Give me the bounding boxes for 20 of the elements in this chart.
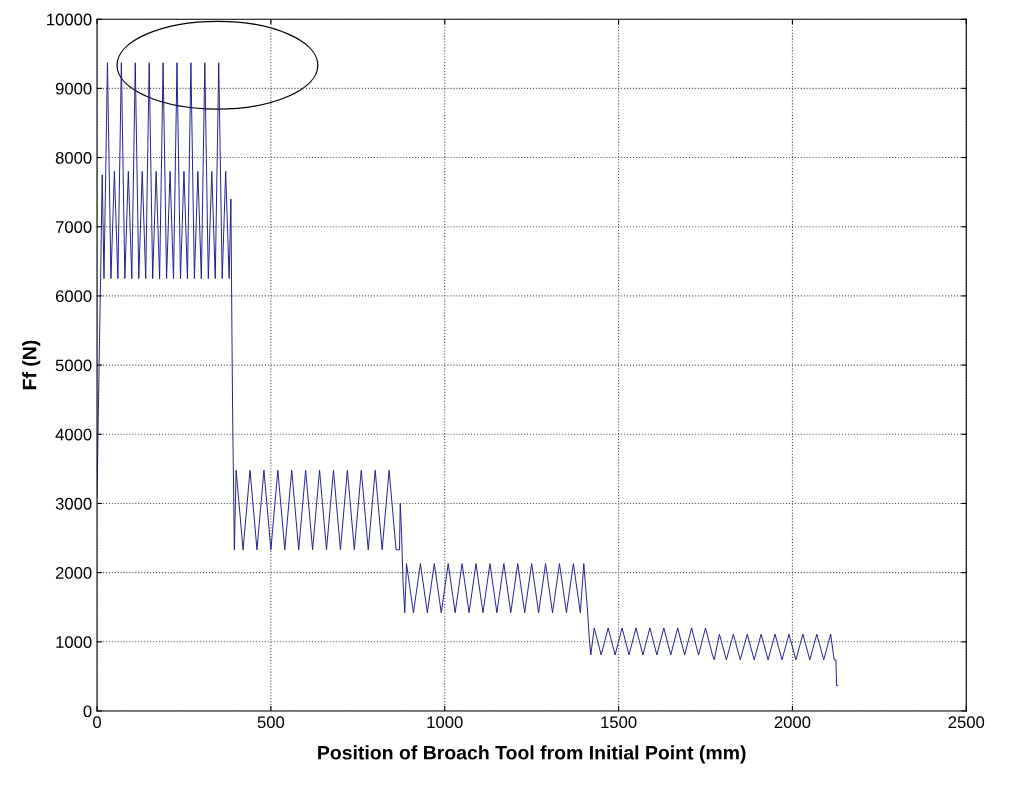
y-tick-label: 8000 <box>55 151 92 164</box>
y-axis-title: Ff (N) <box>22 340 41 390</box>
x-tick-label: 1500 <box>601 716 637 729</box>
y-tick-label: 3000 <box>55 497 92 510</box>
y-tick-label: 4000 <box>55 428 92 441</box>
y-tick-label: 10000 <box>47 13 92 26</box>
y-tick-label: 1000 <box>56 636 92 648</box>
x-axis-title: Position of Broach Tool from Initial Point (mm) <box>318 745 746 764</box>
x-tick-label: 500 <box>257 716 285 729</box>
y-tick-label: 6000 <box>55 290 92 303</box>
y-tick-label: 9000 <box>55 82 92 95</box>
x-tick-label: 2500 <box>948 716 985 729</box>
x-tick-label: 1000 <box>427 716 463 729</box>
x-tick-label: 2000 <box>774 716 811 729</box>
line-series <box>97 62 839 686</box>
y-tick-label: 2000 <box>55 567 92 579</box>
y-tick-label: 7000 <box>55 221 92 233</box>
x-tick-label: 0 <box>93 716 102 729</box>
y-tick-label: 0 <box>83 705 92 718</box>
y-tick-label: 5000 <box>55 359 92 372</box>
